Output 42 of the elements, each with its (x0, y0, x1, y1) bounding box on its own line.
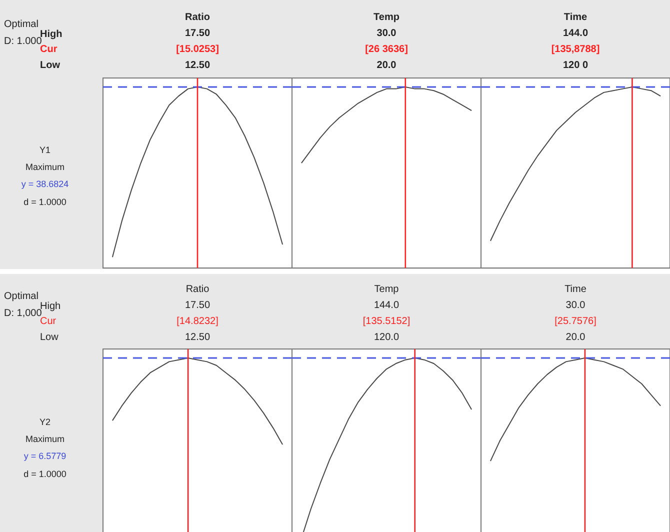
chart-title: Ratio (185, 12, 210, 23)
text: Cur (40, 44, 58, 55)
text: [14.8232] (176, 316, 218, 327)
chart-title: Temp (374, 12, 400, 23)
text: y = 38.6824 (21, 179, 69, 189)
text: High (40, 29, 62, 40)
text: High (40, 301, 61, 312)
text: Optimal (4, 19, 38, 30)
text: [135.5152] (362, 316, 410, 327)
text: 12.50 (184, 60, 210, 71)
text: D: 1,000 (4, 308, 42, 319)
text: 144.0 (562, 28, 588, 39)
text: Cur (40, 316, 57, 327)
text: Maximum (25, 162, 65, 172)
text: [135,8788] (551, 44, 600, 55)
text: 17.50 (184, 28, 210, 39)
chart-title: Temp (374, 284, 400, 295)
text: Low (40, 60, 60, 71)
text: Low (40, 332, 60, 343)
text: 17.50 (184, 300, 210, 311)
text: d = 1.0000 (24, 197, 66, 207)
text: [25.7576] (554, 316, 596, 327)
text: 120 0 (562, 60, 588, 71)
text: [26 3636] (365, 44, 408, 55)
text: Y2 (39, 417, 51, 427)
text: [15.0253] (176, 44, 219, 55)
text: 30.0 (566, 300, 586, 311)
chart-title: Ratio (186, 284, 210, 295)
text: Maximum (25, 434, 65, 444)
text: 30.0 (376, 28, 397, 39)
chart-title: Time (564, 284, 587, 295)
text: Optimal (4, 291, 38, 302)
text: d = 1.0000 (24, 469, 66, 479)
text: 20.0 (376, 60, 397, 71)
text: 120.0 (374, 332, 400, 343)
text: 12.50 (184, 332, 210, 343)
chart-title: Time (564, 12, 588, 23)
text: 144.0 (374, 300, 400, 311)
text: Y1 (39, 145, 51, 155)
text: D: 1.000 (4, 36, 42, 47)
text: 20.0 (566, 332, 586, 343)
text: y = 6.5779 (24, 451, 66, 461)
